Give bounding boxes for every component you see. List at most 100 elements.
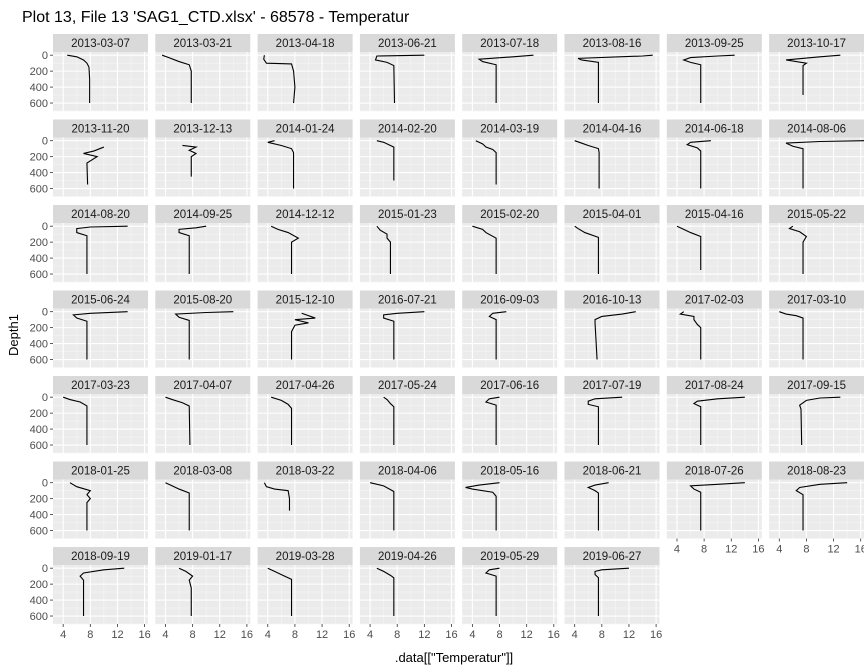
facet-panel: 2018-03-08 (155, 461, 251, 539)
facet-panel: 2013-12-13 (155, 119, 251, 197)
temperature-profile-line (165, 396, 191, 446)
y-tick-label: 400 (30, 339, 48, 351)
facet-strip (666, 34, 762, 52)
temperature-profile-line (270, 225, 300, 275)
panel-background (462, 479, 558, 539)
panel-background (769, 394, 864, 453)
panel-background (462, 394, 558, 453)
panel-background (257, 52, 353, 111)
facet-label: 2013-03-21 (173, 38, 232, 50)
panel-background (462, 223, 558, 282)
facet-label: 2019-06-27 (583, 551, 642, 563)
facet-strip (666, 205, 762, 223)
facet-label: 2014-01-24 (276, 124, 335, 136)
temperature-profile-line (267, 140, 295, 189)
facet-label: 2013-04-18 (276, 38, 335, 50)
temperature-profile-line (594, 311, 636, 360)
facet-label: 2017-04-07 (173, 380, 232, 392)
y-tick-label: 0 (42, 136, 48, 148)
panel-background (769, 308, 864, 368)
panel-background (155, 52, 251, 111)
facet-strip (359, 205, 455, 223)
facet-label: 2015-08-20 (173, 295, 232, 307)
temperature-profile-line (574, 140, 600, 189)
facet-panel: 2018-07-26 4 8 12 16 (666, 461, 765, 556)
temperature-profile-line (83, 146, 105, 185)
facet-strip (666, 290, 762, 309)
y-tick-label: 400 (30, 82, 48, 94)
temperature-profile-line (785, 140, 864, 189)
panel-background (666, 308, 762, 368)
facet-label: 2014-08-20 (71, 209, 130, 221)
facet-label: 2017-03-23 (71, 380, 130, 392)
facet-strip (564, 461, 660, 480)
facet-label: 2014-09-25 (173, 209, 232, 221)
panel-background (53, 308, 148, 368)
x-tick-label: 4 (572, 629, 578, 641)
panel-background (769, 479, 864, 539)
facet-strip (257, 376, 353, 394)
facet-strip (359, 376, 455, 394)
facet-label: 2014-04-16 (583, 124, 642, 136)
x-tick-label: 16 (241, 629, 253, 641)
facet-strip (53, 547, 148, 565)
facet-strip (462, 119, 558, 138)
facet-label: 2013-09-25 (685, 38, 744, 50)
facet-label: 2014-03-19 (480, 124, 539, 136)
panel-background (257, 137, 353, 197)
temperature-profile-line (594, 567, 629, 617)
facet-strip (257, 119, 353, 138)
facet-label: 2017-07-19 (583, 380, 642, 392)
facet-panel: 2017-03-23 0 200 400 600 (30, 376, 148, 454)
facet-label: 2013-08-16 (583, 38, 642, 50)
temperature-profile-line (267, 567, 293, 617)
y-tick-label: 0 (42, 307, 48, 319)
facet-panel: 2014-01-24 (257, 119, 353, 197)
temperature-profile-line (788, 225, 808, 275)
facet-strip (53, 461, 148, 480)
panel-background (53, 394, 148, 453)
temperature-profile-line (472, 225, 497, 275)
facet-panel: 2016-10-13 (564, 290, 660, 368)
temperature-profile-line (574, 225, 599, 275)
facet-label: 2019-01-17 (173, 551, 232, 563)
panel-background (564, 479, 660, 539)
temperature-profile-line (586, 482, 609, 531)
facet-label: 2017-05-24 (378, 380, 437, 392)
facet-label: 2018-03-22 (276, 466, 335, 478)
facet-label: 2016-10-13 (583, 295, 642, 307)
x-tick-label: 8 (803, 544, 809, 556)
panel-background (155, 137, 251, 197)
facet-label: 2013-11-20 (72, 124, 130, 136)
facet-panel: 2013-03-07 0 200 400 600 (30, 34, 148, 112)
facet-strip (462, 290, 558, 309)
facet-strip (564, 376, 660, 394)
panel-background (257, 565, 353, 624)
y-tick-label: 400 (30, 168, 48, 180)
facet-label: 2015-06-24 (71, 295, 130, 307)
panel-background (155, 308, 251, 368)
facet-panel: 2017-06-16 (462, 376, 558, 454)
panel-background (155, 565, 251, 624)
temperature-profile-line (62, 396, 88, 446)
y-tick-label: 400 (30, 253, 48, 265)
x-axis-title: .data[["Temperatur"]] (395, 650, 513, 665)
temperature-profile-line (383, 396, 395, 446)
facet-strip (155, 461, 251, 480)
facet-strip (359, 461, 455, 480)
panel-background (155, 394, 251, 453)
panel-background (53, 565, 148, 624)
panel-background (666, 223, 762, 282)
chart-title: Plot 13, File 13 'SAG1_CTD.xlsx' - 68578… (22, 9, 410, 26)
x-tick-label: 16 (548, 629, 560, 641)
y-tick-label: 600 (30, 269, 48, 281)
panel-background (53, 223, 148, 282)
temperature-profile-line (692, 396, 745, 446)
y-tick-label: 200 (30, 408, 48, 420)
y-tick-label: 0 (42, 563, 48, 575)
panel-background (359, 52, 455, 111)
panel-background (359, 137, 455, 197)
facet-label: 2013-07-18 (480, 38, 539, 50)
x-tick-label: 4 (674, 544, 680, 556)
facet-panel: 2014-06-18 (666, 119, 762, 197)
